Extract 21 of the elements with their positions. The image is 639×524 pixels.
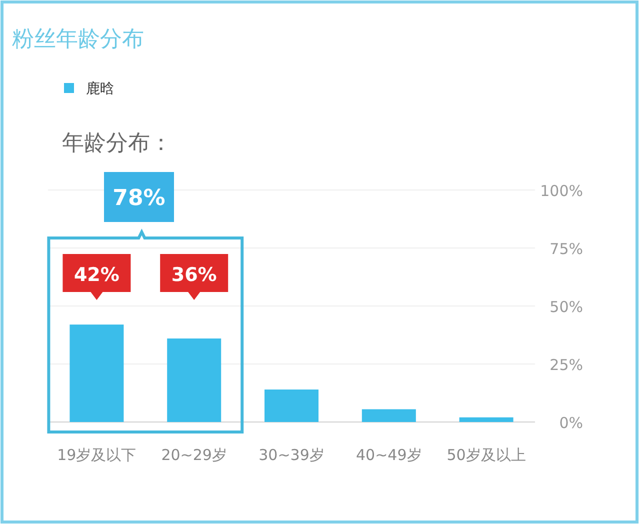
- chart-subtitle: 年龄分布：: [62, 131, 172, 156]
- x-tick-label: 20~29岁: [161, 446, 227, 464]
- y-tick-label: 0%: [559, 414, 583, 432]
- bar: [70, 324, 124, 422]
- x-tick-label: 40~49岁: [356, 446, 422, 464]
- data-label: 36%: [171, 264, 217, 286]
- y-tick-label: 25%: [550, 356, 583, 374]
- bar: [264, 390, 318, 422]
- bar: [167, 338, 222, 422]
- x-tick-label: 30~39岁: [258, 446, 324, 464]
- annotation: 78%: [112, 186, 166, 211]
- y-tick-label: 100%: [540, 182, 583, 200]
- x-tick-label: 19岁及以下: [57, 446, 136, 464]
- y-tick-label: 50%: [550, 298, 583, 316]
- legend-label: 鹿晗: [86, 81, 114, 97]
- bar: [459, 417, 514, 422]
- data-label: 42%: [74, 264, 120, 286]
- bar: [362, 409, 416, 422]
- chart-title: 粉丝年龄分布: [12, 27, 144, 52]
- y-tick-label: 75%: [550, 240, 583, 258]
- x-tick-label: 50岁及以上: [446, 446, 526, 464]
